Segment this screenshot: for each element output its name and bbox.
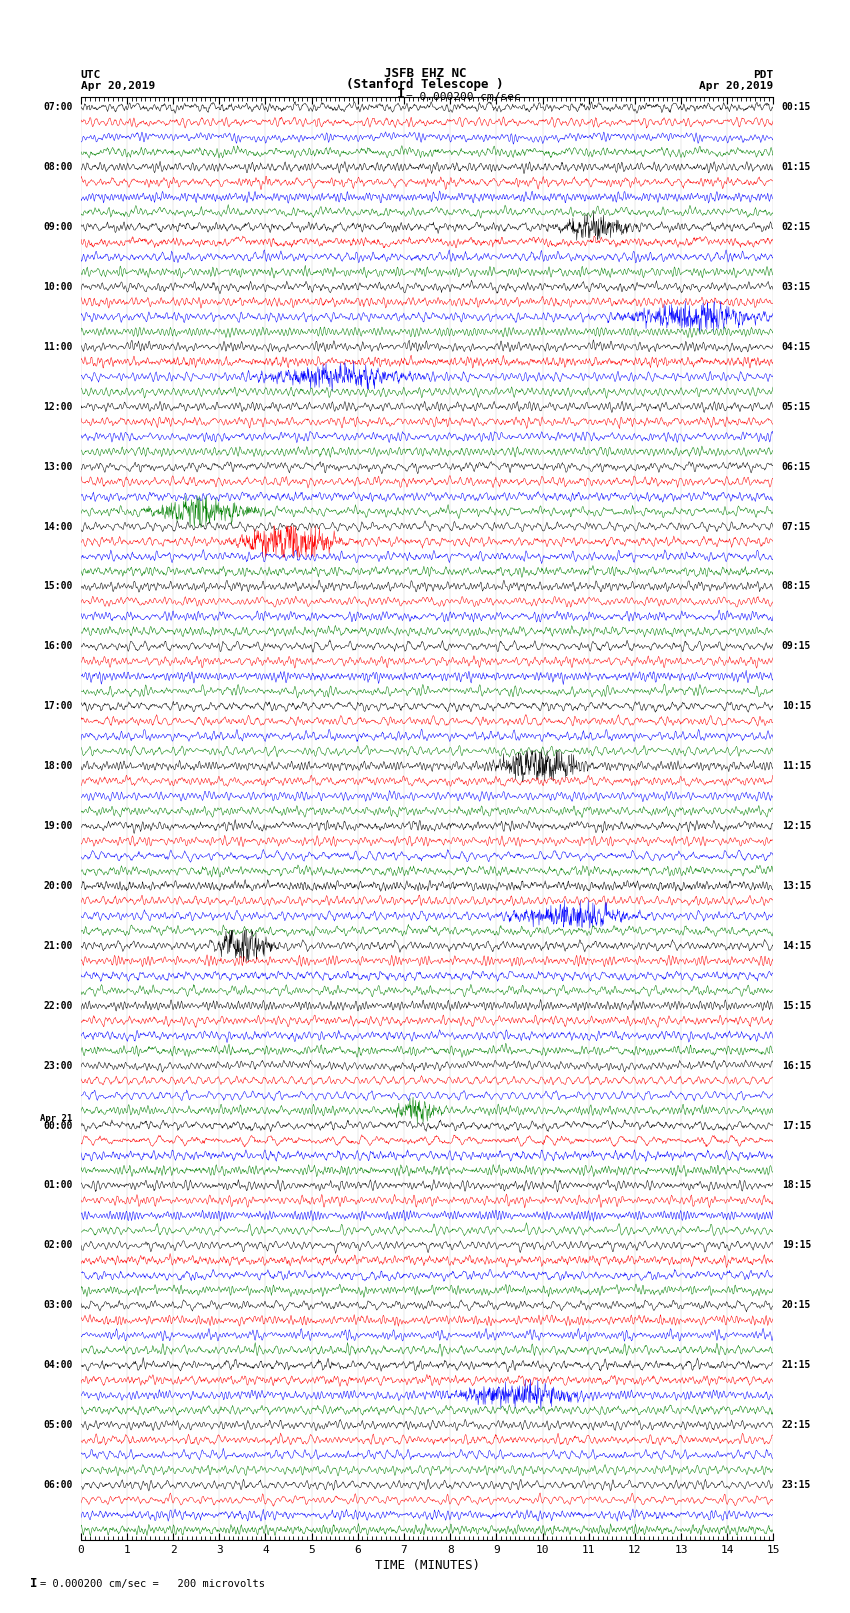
Text: 20:15: 20:15 xyxy=(782,1300,811,1310)
Text: 08:00: 08:00 xyxy=(43,163,72,173)
Text: 00:15: 00:15 xyxy=(782,102,811,113)
Text: 11:15: 11:15 xyxy=(782,761,811,771)
Text: 06:15: 06:15 xyxy=(782,461,811,471)
Text: 09:00: 09:00 xyxy=(43,223,72,232)
Text: 10:15: 10:15 xyxy=(782,702,811,711)
Text: 20:00: 20:00 xyxy=(43,881,72,890)
Text: 11:00: 11:00 xyxy=(43,342,72,352)
Text: I: I xyxy=(397,87,405,100)
Text: = 0.000200 cm/sec =   200 microvolts: = 0.000200 cm/sec = 200 microvolts xyxy=(40,1579,265,1589)
Text: 16:15: 16:15 xyxy=(782,1061,811,1071)
Text: 03:15: 03:15 xyxy=(782,282,811,292)
Text: 04:15: 04:15 xyxy=(782,342,811,352)
Text: 02:15: 02:15 xyxy=(782,223,811,232)
Text: 07:00: 07:00 xyxy=(43,102,72,113)
Text: 19:00: 19:00 xyxy=(43,821,72,831)
Text: 21:15: 21:15 xyxy=(782,1360,811,1369)
Text: 17:15: 17:15 xyxy=(782,1121,811,1131)
Text: 14:15: 14:15 xyxy=(782,940,811,952)
Text: 06:00: 06:00 xyxy=(43,1481,72,1490)
Text: (Stanford Telescope ): (Stanford Telescope ) xyxy=(346,77,504,90)
Text: 18:00: 18:00 xyxy=(43,761,72,771)
Text: 10:00: 10:00 xyxy=(43,282,72,292)
Text: Apr 20,2019: Apr 20,2019 xyxy=(81,81,155,90)
Text: 15:15: 15:15 xyxy=(782,1000,811,1011)
Text: 21:00: 21:00 xyxy=(43,940,72,952)
Text: 14:00: 14:00 xyxy=(43,521,72,532)
Text: 13:00: 13:00 xyxy=(43,461,72,471)
Text: JSFB EHZ NC: JSFB EHZ NC xyxy=(383,66,467,79)
Text: 05:00: 05:00 xyxy=(43,1419,72,1431)
Text: 03:00: 03:00 xyxy=(43,1300,72,1310)
X-axis label: TIME (MINUTES): TIME (MINUTES) xyxy=(375,1560,479,1573)
Text: 22:00: 22:00 xyxy=(43,1000,72,1011)
Text: = 0.000200 cm/sec: = 0.000200 cm/sec xyxy=(406,92,521,102)
Text: 07:15: 07:15 xyxy=(782,521,811,532)
Text: 18:15: 18:15 xyxy=(782,1181,811,1190)
Text: Apr 20,2019: Apr 20,2019 xyxy=(700,81,774,90)
Text: 02:00: 02:00 xyxy=(43,1240,72,1250)
Text: 13:15: 13:15 xyxy=(782,881,811,890)
Text: 09:15: 09:15 xyxy=(782,642,811,652)
Text: 08:15: 08:15 xyxy=(782,581,811,592)
Text: 05:15: 05:15 xyxy=(782,402,811,411)
Text: 17:00: 17:00 xyxy=(43,702,72,711)
Text: Apr 21: Apr 21 xyxy=(40,1113,72,1123)
Text: 22:15: 22:15 xyxy=(782,1419,811,1431)
Text: 01:00: 01:00 xyxy=(43,1181,72,1190)
Text: 23:00: 23:00 xyxy=(43,1061,72,1071)
Text: UTC: UTC xyxy=(81,69,101,79)
Text: 15:00: 15:00 xyxy=(43,581,72,592)
Text: 19:15: 19:15 xyxy=(782,1240,811,1250)
Text: 01:15: 01:15 xyxy=(782,163,811,173)
Text: I: I xyxy=(31,1578,37,1590)
Text: 12:15: 12:15 xyxy=(782,821,811,831)
Text: 23:15: 23:15 xyxy=(782,1481,811,1490)
Text: 12:00: 12:00 xyxy=(43,402,72,411)
Text: PDT: PDT xyxy=(753,69,774,79)
Text: 16:00: 16:00 xyxy=(43,642,72,652)
Text: 04:00: 04:00 xyxy=(43,1360,72,1369)
Text: 00:00: 00:00 xyxy=(43,1121,72,1131)
